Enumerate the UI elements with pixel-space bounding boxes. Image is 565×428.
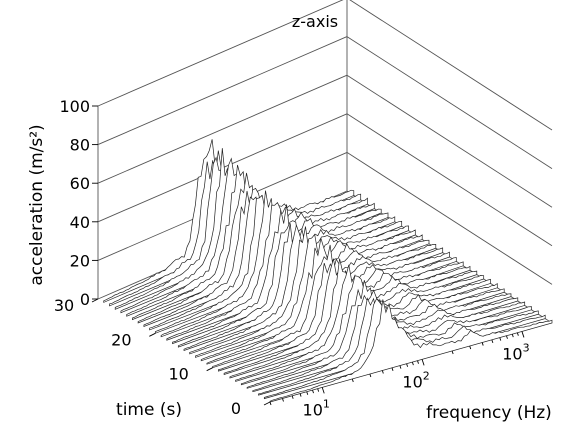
- freq-tick-label: 102: [402, 369, 429, 391]
- z-tick-label: 60: [70, 174, 90, 193]
- axis-ticks: 0 20 40 60 80 100 0 10 20 30 101 102 103: [54, 97, 530, 419]
- z-tick-label: 100: [59, 97, 90, 116]
- chart-title: z-axis: [292, 12, 338, 31]
- time-tick-mark: [263, 401, 271, 406]
- freq-tick-label: 101: [303, 397, 330, 419]
- z-gridline-side: [349, 0, 553, 131]
- z-tick-label: 40: [70, 213, 90, 232]
- time-tick-label: 10: [168, 365, 188, 384]
- freq-tick-label: 103: [502, 341, 529, 363]
- z-gridline-side: [346, 36, 553, 169]
- freq-minor-tick: [317, 388, 320, 392]
- freq-tick-mark: [421, 359, 425, 366]
- time-tick-mark: [91, 298, 99, 303]
- freq-minor-tick: [351, 378, 354, 383]
- freq-minor-tick: [469, 345, 472, 350]
- z-gridline-back: [97, 36, 348, 146]
- time-tick-label: 0: [231, 399, 241, 418]
- x-axis-label: frequency (Hz): [426, 403, 552, 423]
- z-gridline-back: [97, 0, 344, 107]
- freq-minor-tick: [411, 361, 414, 366]
- freq-minor-tick: [417, 360, 419, 364]
- freq-minor-tick: [269, 401, 272, 406]
- time-tick-mark: [149, 332, 156, 337]
- freq-minor-tick: [451, 350, 454, 355]
- z-gridline-side: [346, 152, 553, 285]
- freq-minor-tick: [291, 395, 294, 399]
- freq-minor-tick: [282, 398, 284, 402]
- freq-minor-tick: [406, 363, 409, 367]
- z-gridline-back: [97, 74, 348, 184]
- time-tick-label: 30: [54, 296, 74, 315]
- freq-minor-tick: [381, 370, 384, 374]
- freq-minor-tick: [369, 373, 372, 378]
- z-axis-label: acceleration (m/s²): [27, 124, 47, 285]
- time-tick-mark: [206, 367, 213, 372]
- z-tick-label: 80: [70, 136, 90, 155]
- freq-minor-tick: [491, 339, 494, 343]
- freq-minor-tick: [511, 333, 514, 338]
- spectrum-traces: [103, 139, 553, 403]
- spectrum-trace-t0: [269, 299, 553, 403]
- freq-tick-mark: [521, 331, 525, 338]
- y-axis-label: time (s): [116, 400, 182, 420]
- freq-minor-tick: [481, 342, 484, 346]
- freq-minor-tick: [391, 367, 394, 371]
- z-tick-label: 20: [70, 251, 90, 270]
- freq-minor-tick: [399, 365, 402, 369]
- freq-minor-tick: [312, 389, 314, 394]
- freq-minor-tick: [299, 393, 302, 397]
- freq-minor-tick: [499, 337, 502, 341]
- freq-minor-tick: [516, 332, 519, 336]
- time-tick-label: 20: [111, 330, 131, 349]
- z-gridline-side: [346, 74, 553, 208]
- z-gridline-side: [346, 113, 553, 247]
- z-tick-label: 0: [80, 290, 90, 309]
- freq-minor-tick: [506, 335, 508, 339]
- freq-tick-mark: [321, 387, 325, 394]
- freq-minor-tick: [306, 391, 309, 395]
